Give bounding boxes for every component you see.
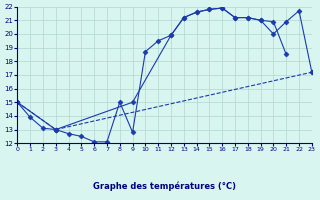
X-axis label: Graphe des températures (°C): Graphe des températures (°C) xyxy=(93,181,236,191)
